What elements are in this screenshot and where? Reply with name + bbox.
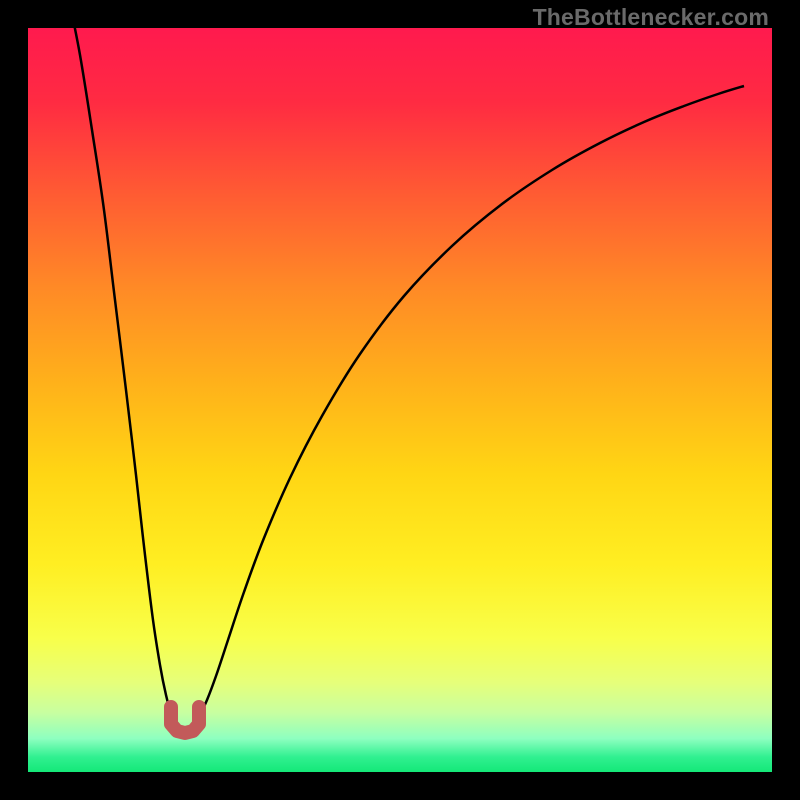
plot-area (28, 28, 772, 772)
watermark-text: TheBottlenecker.com (533, 4, 769, 31)
curve-layer (28, 28, 772, 772)
bottleneck-curve (69, 28, 744, 731)
chart-container: TheBottlenecker.com (0, 0, 800, 800)
optimal-marker (171, 707, 199, 733)
